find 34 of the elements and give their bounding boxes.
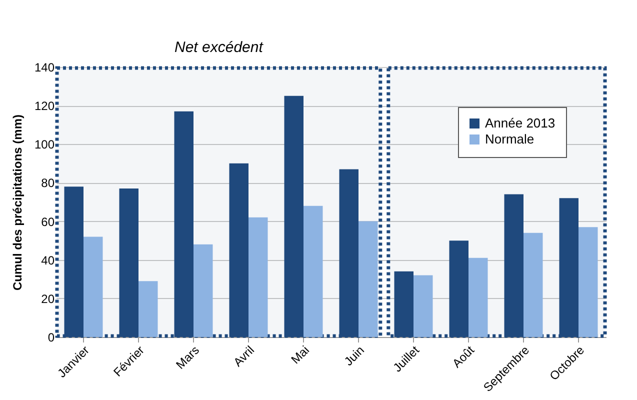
bar xyxy=(174,111,194,337)
y-tick-label: 120 xyxy=(34,99,55,114)
bar xyxy=(578,227,598,337)
bar xyxy=(358,221,378,337)
bar xyxy=(64,186,84,337)
y-axis-title: Cumul des précipitations (mm) xyxy=(10,114,24,291)
y-tick-label: 140 xyxy=(34,60,55,74)
bar xyxy=(284,96,304,337)
y-tick-label: 20 xyxy=(41,292,55,306)
x-tick-label: Mai xyxy=(288,343,312,367)
bar xyxy=(194,244,213,337)
bar xyxy=(504,194,524,337)
bar xyxy=(138,281,158,337)
y-tick-label: 0 xyxy=(48,330,55,344)
bar xyxy=(119,188,138,337)
bar xyxy=(229,163,248,337)
bar xyxy=(394,271,414,337)
bar xyxy=(339,169,358,337)
y-tick-label: 40 xyxy=(41,253,55,268)
x-tick-label: Juin xyxy=(342,343,367,369)
y-tick-label: 100 xyxy=(34,138,55,152)
legend-label: Année 2013 xyxy=(485,116,556,130)
bar xyxy=(524,232,543,337)
y-tick-label: 80 xyxy=(41,176,55,190)
bar xyxy=(84,236,103,337)
bar xyxy=(304,206,323,337)
bar xyxy=(414,275,433,337)
bar xyxy=(559,198,578,337)
y-tick-label: 60 xyxy=(41,214,55,229)
bar xyxy=(248,217,268,337)
band-label: Net excédent xyxy=(174,39,264,56)
legend-label: Normale xyxy=(485,132,534,146)
bar xyxy=(468,258,488,337)
bar xyxy=(449,240,468,337)
